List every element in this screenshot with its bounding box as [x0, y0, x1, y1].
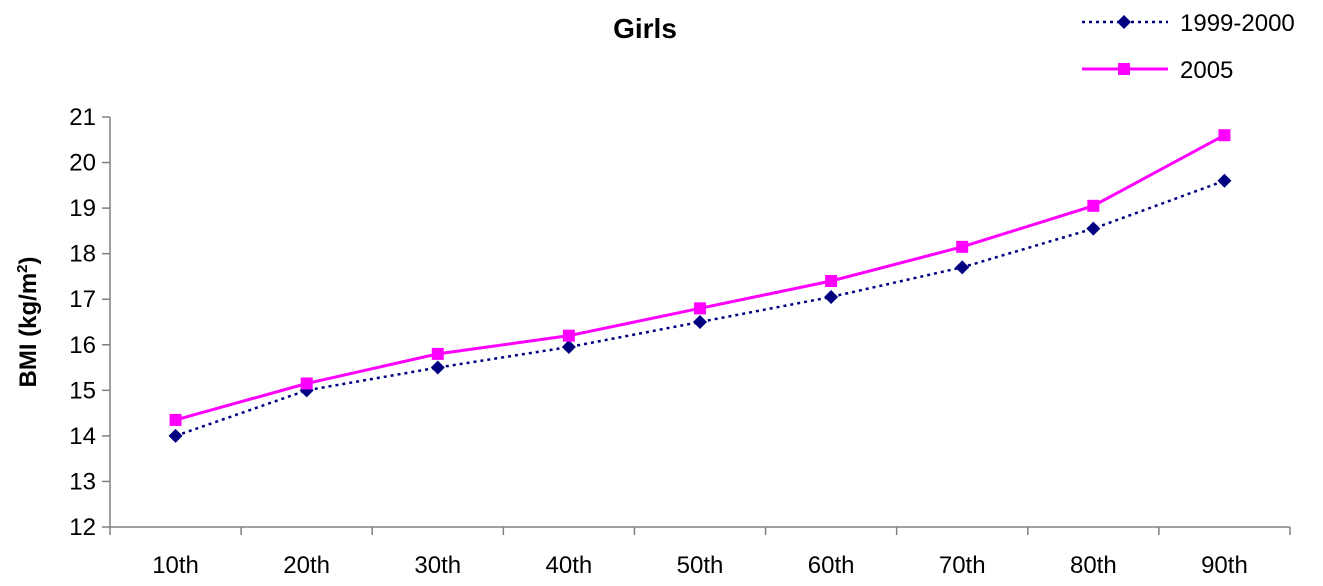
data-point	[1218, 129, 1231, 142]
y-axis-label-sup: 2	[14, 264, 31, 272]
data-point	[955, 260, 970, 275]
x-tick-label: 40th	[546, 552, 593, 579]
data-point	[1087, 199, 1100, 212]
legend: 1999-2000 2005	[1082, 10, 1295, 84]
data-point	[430, 360, 445, 375]
x-tick-label: 20th	[283, 552, 330, 579]
x-tick-label: 10th	[152, 552, 199, 579]
series-line	[175, 179, 1225, 438]
data-point	[693, 315, 707, 329]
data-point	[431, 347, 444, 360]
x-tick-label: 70th	[939, 552, 986, 579]
y-axis-label-main: BMI (kg/m	[15, 273, 42, 388]
legend-label: 1999-2000	[1180, 10, 1295, 37]
data-point	[694, 302, 706, 315]
data-point	[1217, 173, 1232, 188]
series-layer	[168, 129, 1232, 443]
y-tick-label: 18	[69, 241, 96, 268]
y-tick-label: 20	[69, 150, 96, 177]
series-0	[168, 173, 1232, 443]
y-tick-label: 15	[69, 377, 96, 404]
data-point	[825, 275, 838, 287]
data-point	[956, 240, 969, 253]
x-tick-label: 50th	[677, 552, 724, 579]
y-tick-label: 13	[69, 468, 96, 495]
data-point	[168, 428, 183, 443]
data-point	[562, 329, 575, 342]
y-tick-label: 21	[69, 104, 96, 131]
y-tick-label: 12	[69, 514, 96, 541]
data-point	[300, 377, 313, 390]
chart-title: Girls	[613, 13, 677, 44]
y-axis-label-close: )	[15, 256, 42, 264]
series-1	[169, 129, 1231, 426]
x-tick-label: 60th	[808, 552, 855, 579]
legend-marker	[1117, 15, 1131, 29]
legend-marker	[1118, 63, 1130, 75]
data-point	[561, 340, 576, 355]
y-tick-label: 17	[69, 286, 96, 313]
y-tick-label: 19	[69, 195, 96, 222]
y-tick-label: 16	[69, 332, 96, 359]
data-point	[824, 289, 839, 304]
y-tick-label: 14	[69, 423, 96, 450]
legend-label: 2005	[1180, 57, 1233, 84]
x-tick-label: 80th	[1070, 552, 1117, 579]
data-point	[1086, 221, 1101, 236]
x-tick-label: 90th	[1201, 552, 1248, 579]
data-point	[169, 413, 182, 426]
x-tick-label: 30th	[414, 552, 461, 579]
y-ticks: 12 13 14 15 16 17 18 19 20 21	[69, 104, 110, 541]
x-ticks: 10th 20th 30th 40th 50th 60th 70th 80th 90th	[109, 527, 1291, 579]
series-line	[175, 133, 1226, 422]
y-axis-label: BMI (kg/m2)	[14, 256, 42, 387]
